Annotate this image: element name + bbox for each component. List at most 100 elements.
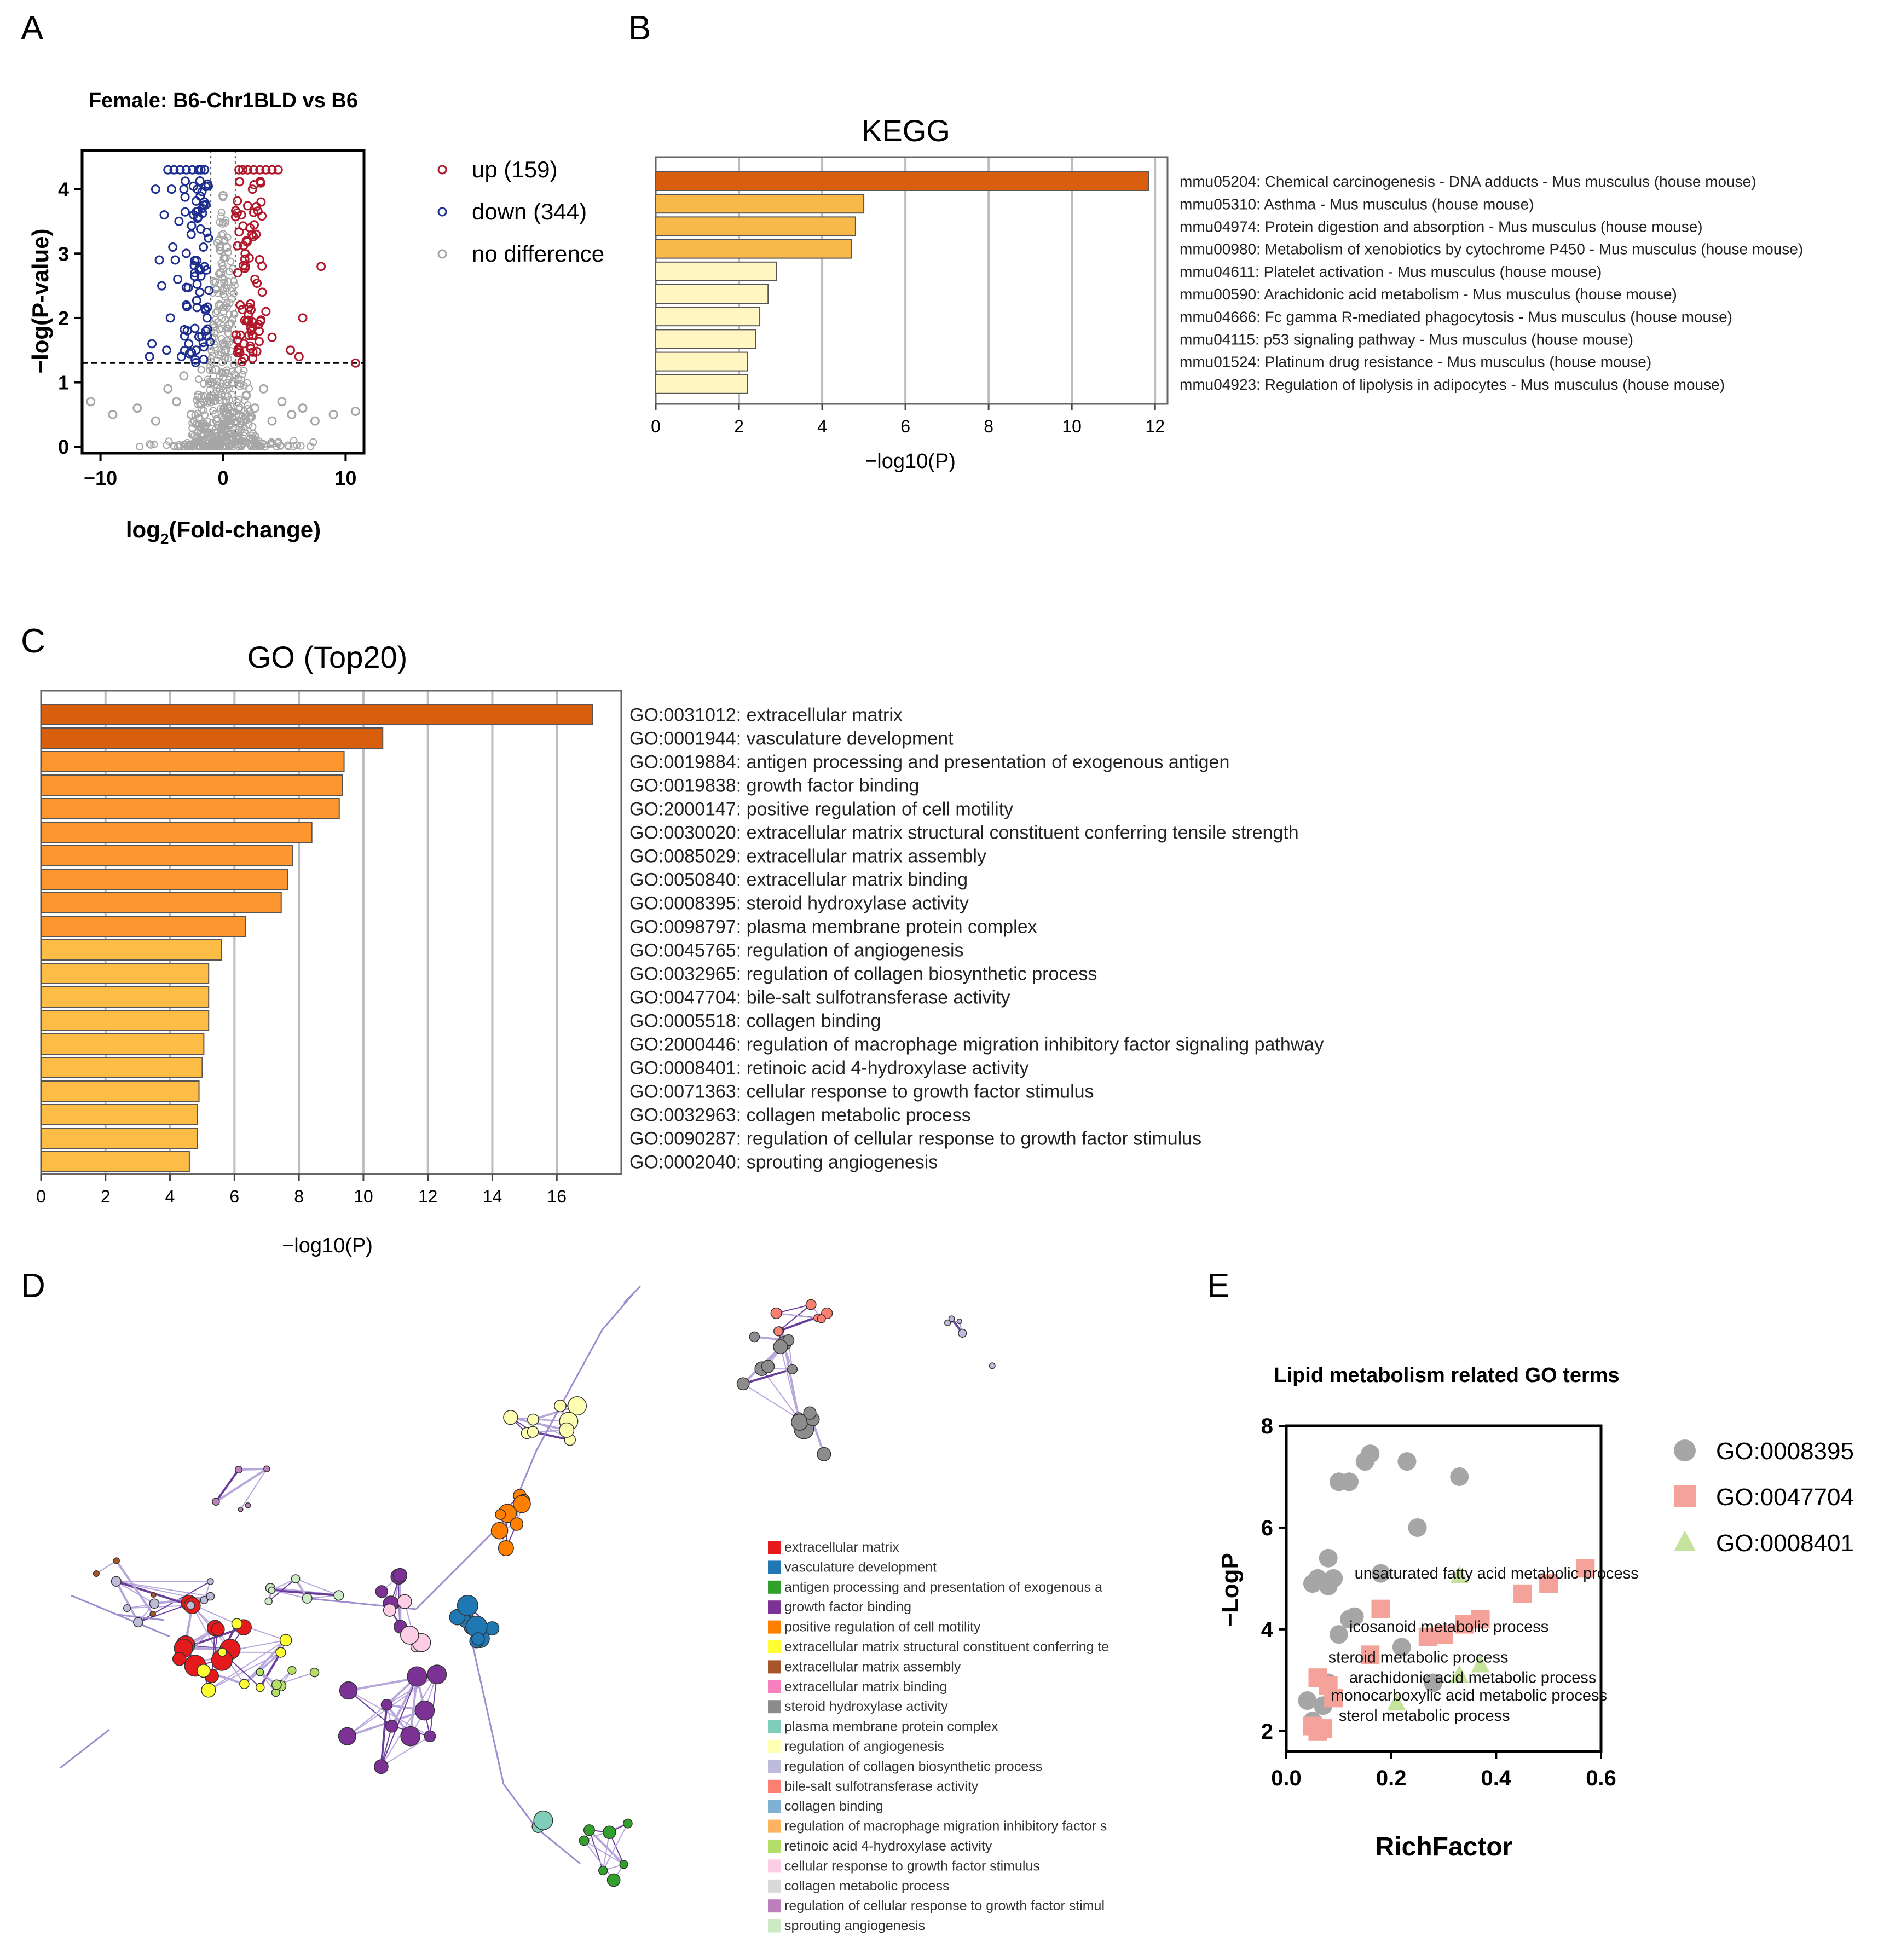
network-node	[407, 1666, 427, 1687]
network-legend-label: extracellular matrix assembly	[784, 1659, 961, 1674]
lipid-point-GO-0008395	[1319, 1548, 1338, 1568]
volcano-point-up	[273, 165, 283, 175]
network-legend-swatch	[768, 1840, 781, 1853]
volcano-point-no-difference	[258, 384, 268, 394]
network-edge	[779, 1346, 800, 1419]
volcano-point-nodiff	[193, 429, 201, 437]
volcano-point-no-difference	[108, 409, 118, 419]
network-node	[773, 1326, 784, 1337]
volcano-point-nodiff	[230, 408, 238, 416]
volcano-point-nodiff	[194, 375, 203, 384]
go-x-tick-label: 16	[547, 1187, 567, 1206]
network-edge	[380, 1674, 438, 1767]
lipid-y-tick-label: 8	[1261, 1414, 1273, 1438]
network-node	[956, 1319, 963, 1325]
volcano-x-tick-label: 0	[217, 467, 228, 489]
network-node	[606, 1873, 621, 1887]
volcano-legend-label: down (344)	[472, 199, 587, 224]
network-node	[803, 1406, 817, 1420]
network-node	[206, 1592, 215, 1601]
network-node	[503, 1410, 518, 1425]
go-bar	[41, 892, 282, 913]
volcano-point-down	[186, 229, 196, 239]
volcano-point-down	[199, 354, 209, 364]
volcano-point-no-difference	[234, 409, 244, 419]
lipid-annotation: steroid metabolic process	[1328, 1649, 1509, 1666]
network-node	[457, 1594, 478, 1616]
lipid-point-GO-0008395	[1397, 1452, 1417, 1471]
volcano-point-nodiff	[276, 442, 285, 450]
volcano-point-nodiff	[136, 443, 144, 451]
volcano-legend-marker	[437, 207, 447, 217]
volcano-point-nodiff	[163, 441, 171, 449]
volcano-point-nodiff	[240, 437, 248, 446]
enrichment-network: extracellular matrix vasculature developm…	[60, 1285, 1109, 1934]
volcano-point-no-difference	[194, 390, 204, 400]
kegg-bar-chart: KEGG mmu05204: Chemical carcinogenesis -…	[651, 113, 1803, 473]
volcano-point-down	[157, 281, 167, 291]
volcano-point-down	[166, 184, 176, 194]
network-node	[471, 1632, 485, 1646]
network-legend-label: regulation of angiogenesis	[784, 1739, 944, 1754]
lipid-x-tick-label: 0.6	[1586, 1766, 1616, 1790]
network-legend-swatch	[768, 1740, 781, 1753]
kegg-x-tick-label: 0	[651, 417, 661, 436]
volcano-point-no-difference	[298, 403, 308, 413]
volcano-point-down	[188, 181, 198, 191]
lipid-y-tick-label: 2	[1261, 1720, 1273, 1744]
go-x-tick-label: 2	[101, 1187, 111, 1206]
volcano-point-down	[192, 279, 202, 289]
volcano-point-up	[244, 253, 254, 263]
volcano-point-nodiff	[223, 303, 232, 311]
volcano-point-no-difference	[218, 190, 228, 200]
network-legend-label: vasculature development	[784, 1559, 937, 1575]
volcano-point-nodiff	[222, 442, 230, 450]
network-edge	[271, 1589, 308, 1599]
network-node	[197, 1663, 211, 1678]
network-legend-swatch	[768, 1899, 781, 1913]
volcano-point-no-difference	[221, 345, 230, 355]
lipid-point-GO-0047704	[1455, 1615, 1474, 1634]
volcano-point-no-difference	[222, 242, 232, 252]
volcano-legend: up (159) down (344) no difference	[437, 157, 604, 267]
volcano-point-nodiff	[211, 329, 219, 337]
lipid-point-GO-0008395	[1450, 1467, 1469, 1486]
volcano-point-down	[199, 242, 209, 252]
network-legend-label: regulation of collagen biosynthetic proc…	[784, 1759, 1042, 1774]
network-legend-swatch	[768, 1560, 781, 1574]
network-node	[333, 1590, 344, 1601]
network-node	[579, 1835, 590, 1846]
volcano-point-nodiff	[165, 437, 173, 446]
volcano-x-tick-label: −10	[84, 467, 117, 489]
go-bar	[41, 822, 313, 843]
volcano-point-up	[240, 254, 250, 264]
volcano-point-nodiff	[211, 344, 219, 352]
volcano-point-no-difference	[205, 435, 215, 445]
lipid-point-GO-0047704	[1513, 1584, 1532, 1603]
go-bar	[41, 1104, 198, 1125]
volcano-point-nodiff	[206, 366, 214, 374]
network-bridge-edge	[117, 1614, 165, 1621]
lipid-legend-label: GO:0008401	[1716, 1530, 1854, 1557]
network-edge	[380, 1736, 431, 1767]
volcano-point-down	[192, 256, 201, 265]
volcano-point-nodiff	[170, 443, 178, 451]
volcano-point-up	[261, 307, 271, 316]
network-edge	[583, 1840, 614, 1881]
go-bar	[41, 1128, 198, 1149]
volcano-point-nodiff	[197, 366, 205, 374]
network-edge	[743, 1383, 799, 1419]
volcano-point-nodiff	[207, 357, 215, 366]
network-node	[255, 1683, 265, 1692]
volcano-point-down	[201, 182, 211, 192]
go-x-tick-label: 12	[418, 1187, 438, 1206]
network-node	[200, 1596, 209, 1604]
network-legend-label: retinoic acid 4-hydroxylase activity	[784, 1838, 992, 1854]
volcano-point-down	[189, 261, 199, 270]
volcano-point-down	[145, 352, 154, 362]
volcano-point-nodiff	[225, 268, 233, 276]
lipid-scatter-plot: Lipid metabolism related GO terms unsatu…	[1217, 1364, 1854, 1861]
network-node	[512, 1495, 531, 1513]
volcano-point-down	[163, 165, 173, 175]
volcano-point-down	[184, 349, 194, 359]
